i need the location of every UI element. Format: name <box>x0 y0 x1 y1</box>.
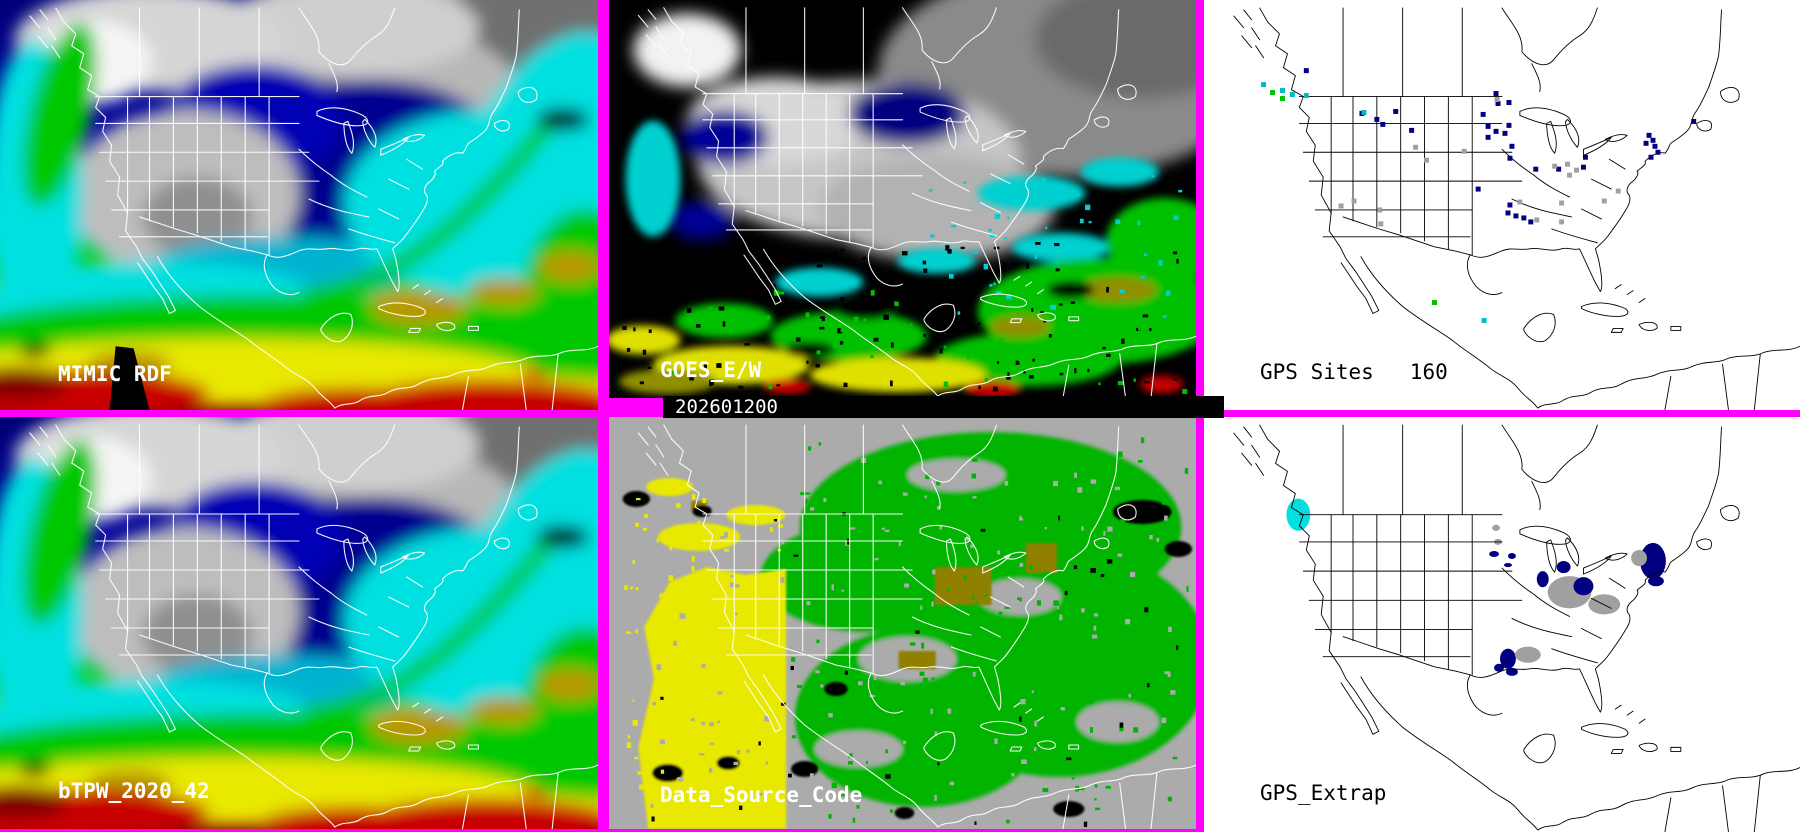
separator-horizontal-left <box>0 410 598 417</box>
panel-label-btpw: bTPW_2020_42 <box>58 779 210 803</box>
panel-label-mimic-rdf: MIMIC RDF <box>58 362 172 386</box>
panel-label-goes-ew: GOES_E/W <box>660 358 762 382</box>
gps-sites-label: GPS Sites <box>1260 360 1374 384</box>
gps-site-markers <box>1261 68 1697 323</box>
missing-data-swath <box>109 346 150 410</box>
separator-horizontal-right <box>1204 410 1800 417</box>
gps-extrap-map-image <box>1204 417 1800 832</box>
gps-extrap-coverage-blobs <box>1286 498 1666 676</box>
data-source-speckles <box>624 437 1189 827</box>
panel-gps-extrap: GPS_Extrap <box>1204 417 1800 832</box>
timestamp-text: 202601200 <box>675 396 778 418</box>
separator-vertical-left <box>598 0 609 832</box>
timestamp-bar: 202601200 <box>663 396 1224 418</box>
btpw-map-image <box>0 417 598 829</box>
goes-retrieval-speckles <box>622 175 1188 394</box>
panel-mimic-rdf: MIMIC RDF <box>0 0 598 410</box>
panel-label-gps-extrap: GPS_Extrap <box>1260 781 1387 805</box>
panel-label-gps-sites: GPS Sites 160 <box>1260 360 1448 384</box>
goes-ew-map-image <box>609 0 1196 398</box>
gps-sites-map-image <box>1204 0 1800 410</box>
panel-goes-ew: GOES_E/W <box>609 0 1196 398</box>
mimic-rdf-map-image <box>0 0 598 410</box>
separator-bottom <box>0 829 1204 832</box>
gps-sites-count: 160 <box>1409 360 1448 384</box>
panel-gps-sites: GPS Sites 160 <box>1204 0 1800 410</box>
data-source-map-image <box>609 417 1196 829</box>
panel-label-data-source-code: Data_Source_Code <box>660 783 863 807</box>
panel-btpw: bTPW_2020_42 <box>0 417 598 829</box>
panel-data-source-code: Data_Source_Code <box>609 417 1196 829</box>
